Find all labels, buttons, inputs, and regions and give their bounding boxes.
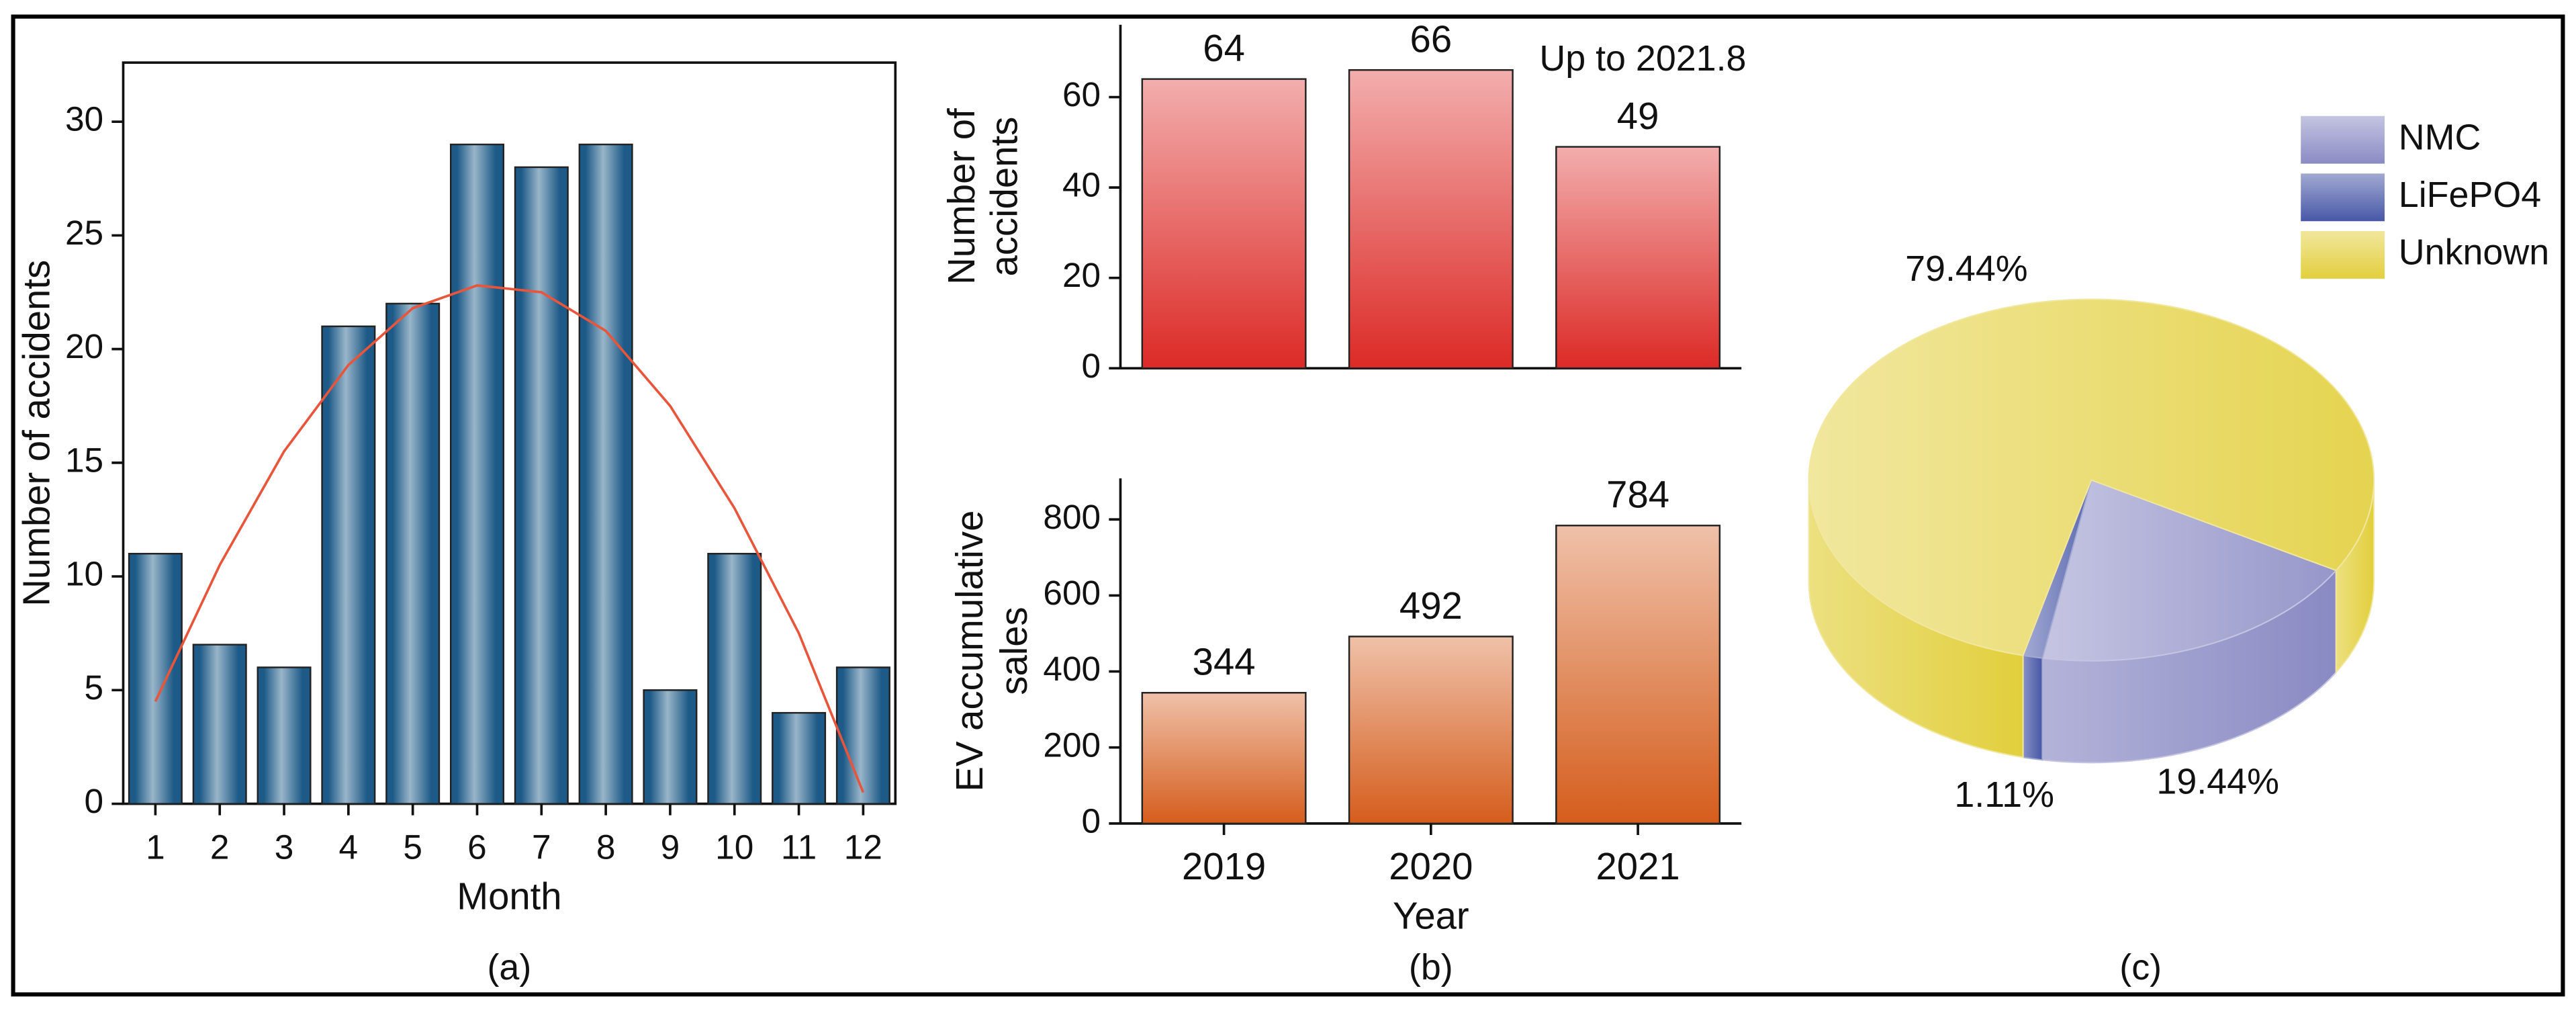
y-tick-label: 0 <box>85 781 104 820</box>
bar <box>1555 525 1721 825</box>
panel-label: (b) <box>1409 947 1453 987</box>
x-tick-label: 10 <box>715 828 753 867</box>
y-tick-label: 20 <box>65 326 103 365</box>
annotation: Up to 2021.8 <box>1539 38 1746 79</box>
bar <box>449 143 504 805</box>
pie-slice <box>2041 479 2338 662</box>
bar <box>1348 69 1514 369</box>
y-axis-label: accidents <box>983 117 1025 277</box>
y-tick-label: 60 <box>1062 75 1101 114</box>
pie-side <box>2022 654 2043 761</box>
bar <box>321 325 376 805</box>
y-tick-label: 20 <box>1062 255 1101 294</box>
x-tick-label: 2 <box>210 828 230 867</box>
bar <box>578 143 633 805</box>
y-axis-label: Number of <box>940 108 982 285</box>
value-label: 784 <box>1606 474 1669 516</box>
y-tick-label: 5 <box>85 668 104 707</box>
value-label: 492 <box>1399 584 1463 627</box>
legend-label: LiFePO4 <box>2399 175 2541 215</box>
bar <box>1348 635 1514 825</box>
x-tick-label: 2020 <box>1389 845 1473 887</box>
x-tick-label: 3 <box>275 828 294 867</box>
value-label: 66 <box>1410 17 1453 60</box>
x-tick-label: 11 <box>781 828 817 867</box>
legend-swatch <box>2299 229 2387 281</box>
bar <box>514 166 569 805</box>
y-tick-label: 10 <box>65 554 103 593</box>
bar <box>707 553 762 805</box>
value-label: 344 <box>1193 641 1256 683</box>
x-tick-label: 12 <box>844 828 882 867</box>
bar <box>1555 146 1721 369</box>
y-tick-label: 800 <box>1043 497 1101 536</box>
legend-swatch <box>2299 114 2387 166</box>
y-tick-label: 400 <box>1043 649 1101 688</box>
x-axis-label: Month <box>457 875 561 917</box>
fit-line <box>154 283 865 793</box>
y-tick-label: 40 <box>1062 165 1101 204</box>
y-axis-label: Number of accidents <box>15 260 58 607</box>
x-tick-label: 1 <box>146 828 165 867</box>
y-tick-label: 25 <box>65 213 103 252</box>
x-axis-label: Year <box>1393 895 1469 937</box>
pie-slice <box>1808 298 2375 656</box>
bar <box>1141 78 1307 369</box>
x-tick-label: 7 <box>532 828 551 867</box>
x-tick-label: 5 <box>403 828 422 867</box>
x-tick-label: 8 <box>596 828 616 867</box>
y-tick-label: 600 <box>1043 573 1101 612</box>
x-tick-label: 2021 <box>1596 845 1680 887</box>
x-tick-label: 2019 <box>1182 845 1266 887</box>
legend-swatch <box>2299 171 2387 223</box>
slice-label: 1.11% <box>1954 775 2054 815</box>
value-label: 49 <box>1617 95 1659 137</box>
bar <box>128 553 183 805</box>
bar <box>257 666 312 805</box>
y-tick-label: 0 <box>1082 801 1101 840</box>
bar <box>192 644 247 805</box>
panel-label: (a) <box>488 947 532 987</box>
plot-frame <box>122 61 897 805</box>
y-tick-label: 30 <box>65 99 103 138</box>
y-tick-label: 15 <box>65 440 103 479</box>
figure-frame <box>11 14 2565 997</box>
y-tick-label: 0 <box>1082 346 1101 385</box>
slice-label: 79.44% <box>1905 249 2028 289</box>
bar <box>1141 692 1307 825</box>
value-label: 64 <box>1203 27 1245 69</box>
y-axis-label: EV accumulative <box>948 511 991 792</box>
bar <box>385 302 441 805</box>
bar <box>643 689 698 805</box>
x-tick-label: 6 <box>467 828 487 867</box>
bar <box>835 666 890 805</box>
slice-label: 19.44% <box>2156 761 2279 801</box>
x-tick-label: 9 <box>661 828 680 867</box>
y-tick-label: 200 <box>1043 725 1101 764</box>
legend-label: Unknown <box>2399 232 2549 273</box>
panel-label: (c) <box>2119 947 2162 987</box>
legend-label: NMC <box>2399 117 2481 157</box>
y-axis-label: sales <box>993 607 1035 695</box>
x-tick-label: 4 <box>339 828 359 867</box>
bar <box>772 711 827 805</box>
